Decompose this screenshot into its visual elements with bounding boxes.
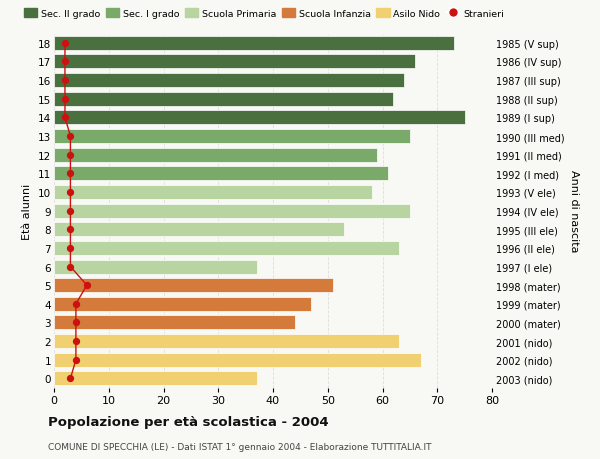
Bar [54,297,311,311]
Bar [54,204,410,218]
Point [65,263,75,271]
Point [71,301,81,308]
Text: COMUNE DI SPECCHIA (LE) - Dati ISTAT 1° gennaio 2004 - Elaborazione TUTTITALIA.I: COMUNE DI SPECCHIA (LE) - Dati ISTAT 1° … [48,442,431,451]
Bar [54,167,388,181]
Bar [54,353,421,367]
Point [65,245,75,252]
Y-axis label: Età alunni: Età alunni [22,183,32,239]
Point [71,338,81,345]
Bar [54,130,410,144]
Bar [54,74,404,88]
Point [71,319,81,326]
Point [60,59,70,66]
Bar [54,372,257,386]
Point [60,77,70,84]
Bar [54,185,371,200]
Point [65,375,75,382]
Bar [54,260,257,274]
Point [82,282,92,289]
Point [60,40,70,47]
Legend: Sec. II grado, Sec. I grado, Scuola Primaria, Scuola Infanzia, Asilo Nido, Stran: Sec. II grado, Sec. I grado, Scuola Prim… [23,9,504,18]
Bar [54,148,377,162]
Point [60,114,70,122]
Bar [54,111,464,125]
Point [65,207,75,215]
Point [71,356,81,364]
Point [65,151,75,159]
Bar [54,56,415,69]
Text: Popolazione per età scolastica - 2004: Popolazione per età scolastica - 2004 [48,415,329,428]
Bar [54,223,344,237]
Bar [54,334,399,348]
Bar [54,241,399,255]
Bar [54,279,333,292]
Bar [54,37,454,50]
Point [65,226,75,234]
Point [65,170,75,178]
Point [65,133,75,140]
Bar [54,316,295,330]
Point [60,96,70,103]
Point [65,189,75,196]
Bar [54,93,394,106]
Y-axis label: Anni di nascita: Anni di nascita [569,170,578,252]
